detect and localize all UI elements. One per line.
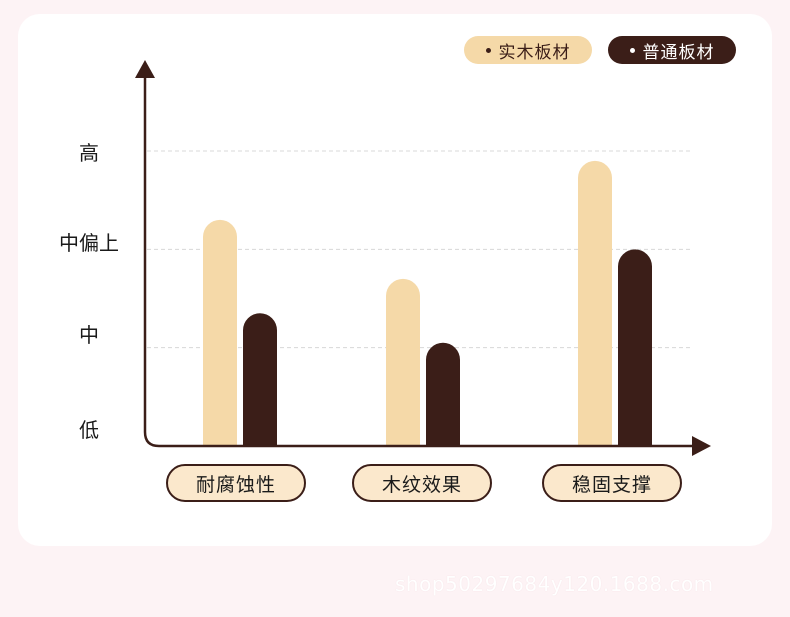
category-label-corrosion: 耐腐蚀性 — [166, 464, 306, 502]
bar-ordinary-board-1 — [426, 342, 460, 446]
y-axis-arrow-icon — [135, 60, 155, 78]
y-tick-mid-high: 中偏上 — [59, 231, 119, 255]
legend-dot-icon — [629, 47, 635, 53]
legend-item-solid-wood: 实木板材 — [464, 36, 592, 64]
x-axis-arrow-icon — [692, 436, 711, 456]
legend-label-ordinary-board: 普通板材 — [642, 42, 715, 63]
category-label-support: 稳固支撑 — [542, 464, 682, 502]
legend-item-ordinary-board: 普通板材 — [608, 36, 736, 64]
legend-label-solid-wood: 实木板材 — [498, 42, 571, 63]
watermark: shop50297684y120.1688.com — [395, 572, 714, 596]
category-label-wood-grain: 木纹效果 — [352, 464, 492, 502]
bar-solid-wood-2 — [578, 160, 612, 447]
y-tick-low: 低 — [79, 418, 99, 442]
legend-dot-icon — [485, 47, 491, 53]
y-tick-mid: 中 — [79, 323, 99, 347]
axis-lines — [143, 77, 695, 448]
bar-solid-wood-0 — [203, 219, 237, 446]
bar-solid-wood-1 — [386, 278, 420, 446]
bar-ordinary-board-0 — [243, 313, 277, 446]
y-tick-high: 高 — [79, 141, 99, 165]
bar-ordinary-board-2 — [618, 249, 652, 446]
